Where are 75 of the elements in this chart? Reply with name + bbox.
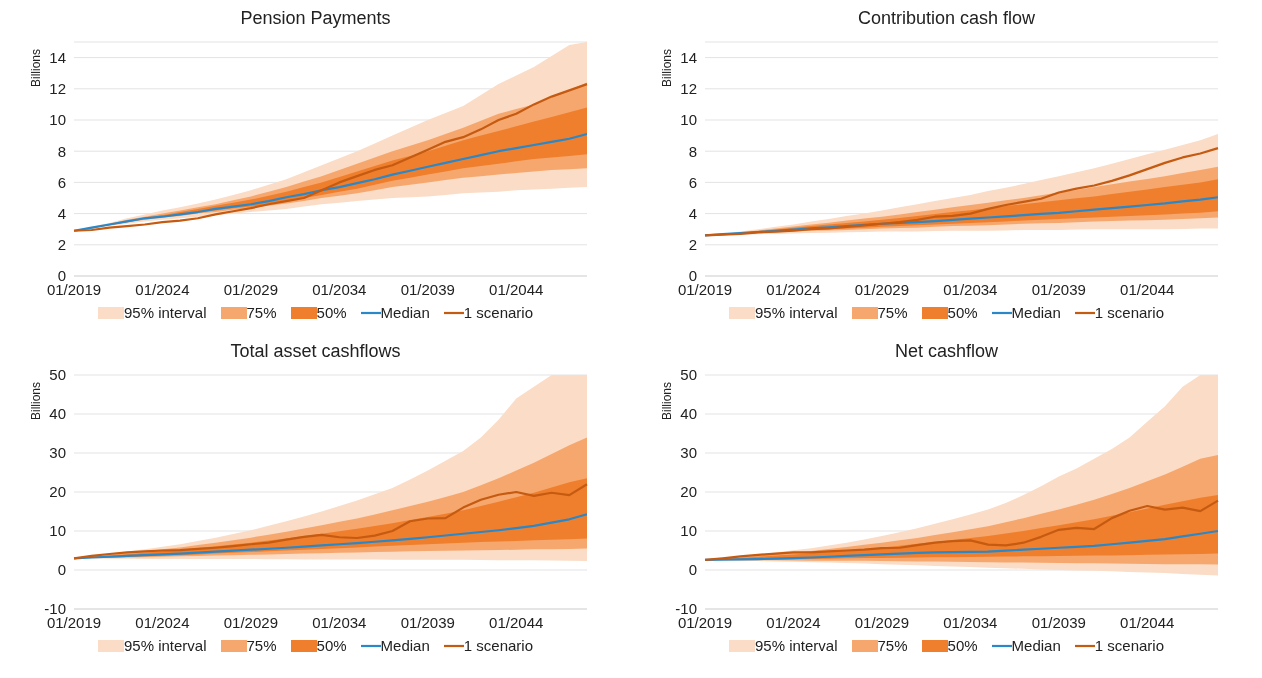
legend-label: Median	[1011, 304, 1061, 321]
y-tick-label: 20	[49, 483, 66, 501]
legend-label: 1 scenario	[1094, 304, 1165, 321]
y-tick-label: 14	[49, 48, 66, 66]
x-tick-label: 01/2029	[223, 613, 279, 631]
y-tick-label: 30	[680, 444, 697, 462]
legend-label: Median	[380, 304, 430, 321]
line-series	[72, 132, 589, 232]
y-tick-label: 4	[57, 204, 66, 222]
y-tick-label: 6	[688, 173, 697, 191]
y-tick-label: 4	[688, 204, 697, 222]
y-tick-label: 40	[49, 405, 66, 423]
y-tick-label: 0	[57, 561, 66, 579]
y-tick-label: 0	[688, 561, 697, 579]
legend-label: 75%	[246, 304, 277, 321]
legend-label: 50%	[947, 637, 978, 654]
x-tick-label: 01/2034	[312, 613, 367, 631]
legend-label: 50%	[316, 637, 347, 654]
x-tick-label: 01/2044	[1120, 613, 1175, 631]
y-tick-label: 10	[49, 111, 66, 129]
y-tick-label: 12	[49, 80, 66, 98]
y-tick-label: 14	[680, 48, 697, 66]
x-tick-label: 01/2039	[400, 613, 455, 631]
chart-title: Pension Payments	[239, 8, 392, 30]
y-tick-label: 12	[680, 80, 697, 98]
y-tick-label: 10	[680, 111, 697, 129]
y-tick-label: 40	[680, 405, 697, 423]
x-tick-label: 01/2034	[943, 613, 998, 631]
legend-label: 75%	[877, 304, 908, 321]
legend-label: 95% interval	[754, 304, 838, 321]
y-axis-title: Billions	[28, 48, 43, 87]
x-tick-label: 01/2044	[1120, 280, 1175, 298]
y-axis-title: Billions	[659, 381, 674, 420]
x-tick-label: 01/2024	[135, 613, 190, 631]
x-tick-label: 01/2039	[1031, 613, 1086, 631]
y-tick-label: 10	[49, 522, 66, 540]
legend-label: 95% interval	[123, 304, 207, 321]
chart-title: Net cashflow	[893, 341, 999, 363]
x-tick-label: 01/2029	[854, 280, 910, 298]
y-axis-title: Billions	[659, 48, 674, 87]
y-tick-label: 50	[49, 366, 66, 384]
x-tick-label: 01/2039	[400, 280, 455, 298]
legend-label: 50%	[947, 304, 978, 321]
x-tick-label: 01/2024	[766, 280, 821, 298]
legend-label: 75%	[246, 637, 277, 654]
x-tick-label: 01/2029	[223, 280, 279, 298]
y-tick-label: 6	[57, 173, 66, 191]
legend-label: 95% interval	[754, 637, 838, 654]
y-tick-label: 8	[57, 142, 66, 160]
y-tick-label: 8	[688, 142, 697, 160]
x-tick-label: 01/2039	[1031, 280, 1086, 298]
y-tick-label: 50	[680, 366, 697, 384]
y-tick-label: 2	[57, 236, 66, 254]
x-tick-label: 01/2044	[489, 280, 544, 298]
y-tick-label: 30	[49, 444, 66, 462]
x-tick-label: 01/2024	[135, 280, 190, 298]
legend-label: 1 scenario	[463, 637, 534, 654]
legend-label: 95% interval	[123, 637, 207, 654]
legend-label: 50%	[316, 304, 347, 321]
x-tick-label: 01/2029	[854, 613, 910, 631]
legend-label: 1 scenario	[1094, 637, 1165, 654]
y-tick-label: 10	[680, 522, 697, 540]
chart-title: Contribution cash flow	[856, 8, 1037, 30]
y-tick-label: 20	[680, 483, 697, 501]
x-tick-label: 01/2044	[489, 613, 544, 631]
chart-title: Total asset cashflows	[229, 341, 402, 363]
y-tick-label: 2	[688, 236, 697, 254]
x-tick-label: 01/2034	[312, 280, 367, 298]
x-tick-label: 01/2024	[766, 613, 821, 631]
legend-label: Median	[380, 637, 430, 654]
legend-label: Median	[1011, 637, 1061, 654]
x-tick-label: 01/2034	[943, 280, 998, 298]
legend-label: 75%	[877, 637, 908, 654]
y-axis-title: Billions	[28, 381, 43, 420]
legend-label: 1 scenario	[463, 304, 534, 321]
